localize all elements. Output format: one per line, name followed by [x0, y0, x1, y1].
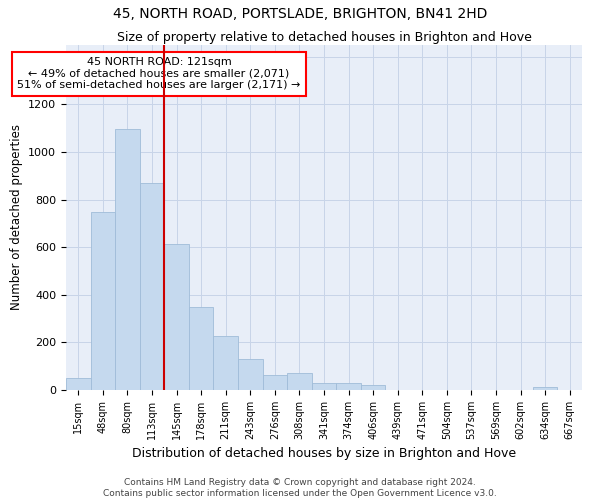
Bar — [189, 308, 214, 390]
Bar — [533, 387, 557, 390]
Bar — [66, 378, 91, 390]
Bar — [140, 184, 164, 390]
Text: Contains HM Land Registry data © Crown copyright and database right 2024.
Contai: Contains HM Land Registry data © Crown c… — [103, 478, 497, 498]
Bar — [361, 385, 385, 390]
Y-axis label: Number of detached properties: Number of detached properties — [10, 124, 23, 310]
Text: 45 NORTH ROAD: 121sqm
← 49% of detached houses are smaller (2,071)
51% of semi-d: 45 NORTH ROAD: 121sqm ← 49% of detached … — [17, 57, 301, 90]
X-axis label: Distribution of detached houses by size in Brighton and Hove: Distribution of detached houses by size … — [132, 448, 516, 460]
Bar — [214, 336, 238, 390]
Bar — [263, 375, 287, 390]
Title: Size of property relative to detached houses in Brighton and Hove: Size of property relative to detached ho… — [116, 31, 532, 44]
Bar — [91, 212, 115, 390]
Bar — [238, 358, 263, 390]
Bar — [115, 130, 140, 390]
Bar — [312, 384, 336, 390]
Bar — [164, 244, 189, 390]
Text: 45, NORTH ROAD, PORTSLADE, BRIGHTON, BN41 2HD: 45, NORTH ROAD, PORTSLADE, BRIGHTON, BN4… — [113, 8, 487, 22]
Bar — [287, 374, 312, 390]
Bar — [336, 384, 361, 390]
